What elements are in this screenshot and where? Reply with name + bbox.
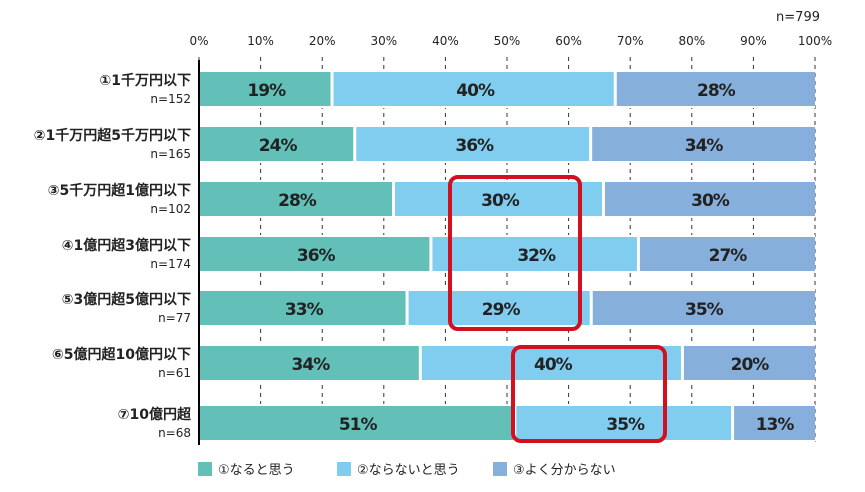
data-label: 30% — [691, 191, 730, 211]
x-tick-label: 100% — [798, 34, 832, 48]
data-label: 40% — [456, 81, 495, 101]
data-label: 32% — [517, 246, 556, 266]
category-n-label: n=102 — [150, 202, 191, 216]
category-label: ④1億円超3億円以下 — [62, 237, 191, 254]
bar-segment — [432, 237, 637, 271]
bar-segment — [605, 182, 815, 216]
legend-label: ②ならないと思う — [357, 463, 460, 478]
bar-segment — [199, 72, 331, 106]
data-label: 36% — [297, 246, 336, 266]
bar-segment — [421, 346, 681, 380]
category-label: ⑥5億円超10億円以下 — [52, 346, 191, 363]
bar-segment — [395, 182, 602, 216]
bar-segment — [199, 182, 392, 216]
x-tick-label: 40% — [432, 34, 459, 48]
legend-label: ③よく分からない — [513, 463, 616, 478]
data-label: 28% — [278, 191, 317, 211]
bar-segment — [639, 237, 815, 271]
data-label: 28% — [697, 81, 736, 101]
category-label: ③5千万円超1億円以下 — [48, 182, 191, 199]
x-tick-label: 0% — [189, 34, 208, 48]
legend-swatch — [493, 462, 507, 476]
bar-segment — [199, 291, 406, 325]
legend-swatch — [337, 462, 351, 476]
data-label: 24% — [259, 136, 298, 156]
category-label: ⑦10億円超 — [118, 406, 192, 423]
category-label: ②1千万円超5千万円以下 — [34, 127, 191, 144]
bar-segment — [356, 127, 590, 161]
bar-segment — [616, 72, 815, 106]
category-label: ⑤3億円超5億円以下 — [62, 291, 191, 308]
x-tick-label: 30% — [370, 34, 397, 48]
data-label: 30% — [481, 191, 520, 211]
bar-segment — [199, 406, 514, 440]
bar-segment — [199, 346, 419, 380]
bar-segment — [333, 72, 614, 106]
category-n-label: n=68 — [158, 426, 191, 440]
data-label: 51% — [339, 415, 378, 435]
data-label: 40% — [534, 355, 573, 375]
data-label: 35% — [606, 415, 645, 435]
data-label: 35% — [685, 300, 724, 320]
bar-segment — [734, 406, 815, 440]
category-n-label: n=61 — [158, 366, 191, 380]
data-label: 19% — [247, 81, 286, 101]
highlight-box — [448, 175, 582, 331]
legend-label: ①なると思う — [218, 463, 295, 478]
x-tick-label: 70% — [617, 34, 644, 48]
n-total-label: n=799 — [776, 10, 820, 25]
bar-segment — [683, 346, 815, 380]
x-tick-label: 10% — [247, 34, 274, 48]
bar-segment — [199, 127, 354, 161]
x-tick-label: 20% — [309, 34, 336, 48]
data-label: 33% — [285, 300, 324, 320]
data-label: 29% — [482, 300, 521, 320]
x-tick-label: 50% — [494, 34, 521, 48]
bar-segment — [516, 406, 732, 440]
data-label: 34% — [292, 355, 331, 375]
bar-segment — [592, 291, 815, 325]
legend-swatch — [198, 462, 212, 476]
category-label: ①1千万円以下 — [99, 72, 191, 89]
category-n-label: n=152 — [150, 92, 191, 106]
category-n-label: n=77 — [158, 311, 191, 325]
bar-segment — [408, 291, 590, 325]
x-tick-label: 60% — [555, 34, 582, 48]
bar-segment — [199, 237, 430, 271]
category-n-label: n=165 — [150, 147, 191, 161]
category-n-label: n=174 — [150, 257, 191, 271]
data-label: 13% — [756, 415, 795, 435]
x-tick-label: 90% — [740, 34, 767, 48]
data-label: 20% — [731, 355, 770, 375]
x-tick-label: 80% — [678, 34, 705, 48]
data-label: 34% — [685, 136, 724, 156]
highlight-box — [511, 345, 667, 443]
data-label: 27% — [709, 246, 748, 266]
data-label: 36% — [455, 136, 494, 156]
bar-segment — [592, 127, 815, 161]
